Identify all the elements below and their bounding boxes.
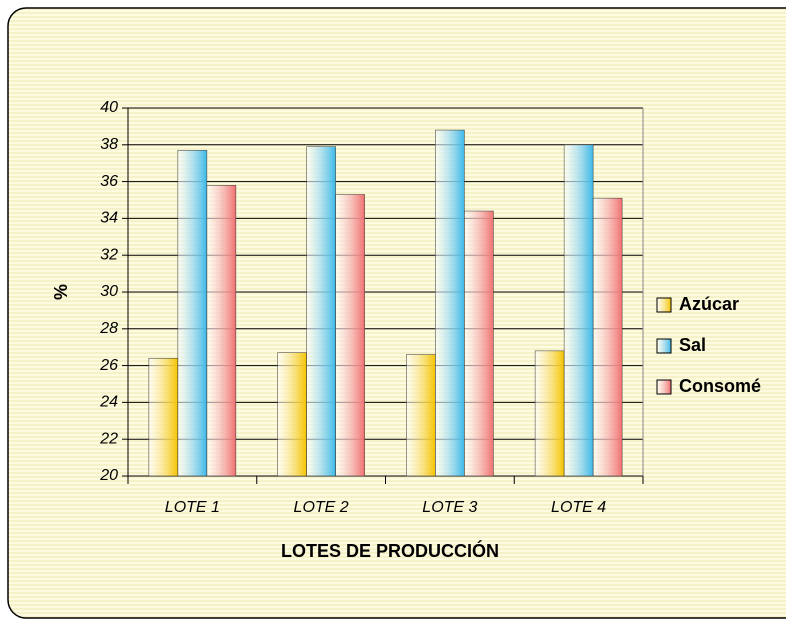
legend-swatch: [656, 379, 672, 395]
y-tick-label: 20: [99, 467, 118, 484]
bar: [148, 357, 179, 477]
legend-label: Azúcar: [679, 294, 739, 314]
bar: [435, 129, 465, 477]
y-tick-label: 36: [100, 173, 118, 190]
legend-label: Sal: [679, 335, 706, 355]
y-tick-label: 40: [100, 99, 118, 116]
y-tick-label: 22: [99, 430, 118, 447]
bar: [206, 185, 237, 477]
bar: [534, 350, 565, 477]
y-tick-label: 30: [100, 283, 118, 300]
bar: [277, 352, 307, 477]
y-tick-label: 26: [99, 357, 118, 374]
bar: [306, 146, 336, 477]
y-tick-label: 28: [99, 320, 118, 337]
y-tick-label: 24: [99, 394, 118, 411]
x-tick-label: LOTE 3: [422, 499, 477, 516]
y-tick-label: 38: [100, 136, 118, 153]
bar: [464, 210, 494, 477]
bar: [592, 197, 623, 477]
bar: [177, 150, 208, 477]
legend-swatch: [656, 297, 672, 313]
legend-label: Consomé: [679, 376, 761, 396]
x-tick-label: LOTE 4: [551, 499, 606, 516]
bar: [335, 194, 365, 477]
background: [7, 7, 786, 619]
x-tick-label: LOTE 2: [294, 499, 349, 516]
bar: [406, 354, 436, 477]
legend-swatch: [656, 338, 672, 354]
x-tick-label: LOTE 1: [165, 499, 220, 516]
y-tick-label: 34: [100, 210, 118, 227]
bar: [563, 144, 594, 477]
x-axis-title: LOTES DE PRODUCCIÓN: [281, 540, 499, 561]
y-axis-title: %: [51, 284, 71, 300]
y-tick-label: 32: [100, 246, 118, 263]
